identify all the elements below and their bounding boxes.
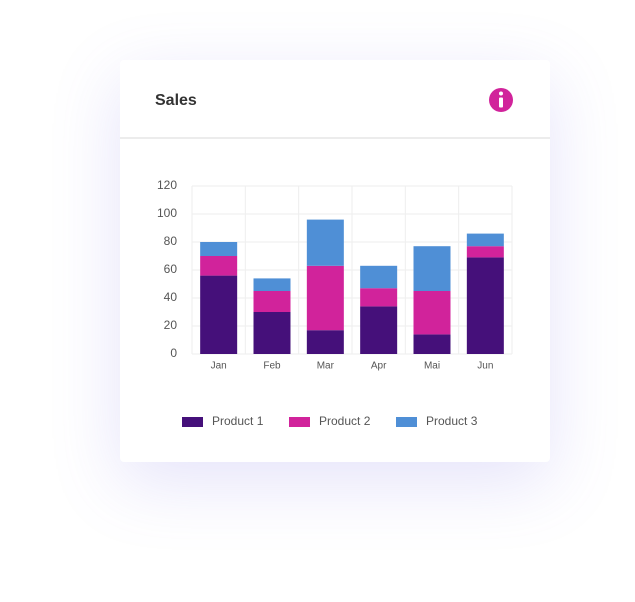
bar-segment — [413, 246, 451, 291]
x-tick-label: Mai — [424, 361, 440, 372]
bar-segment — [466, 233, 504, 247]
legend-swatch — [396, 417, 417, 427]
legend-label: Product 2 — [319, 414, 371, 428]
bar-segment — [200, 242, 238, 256]
info-bar[interactable] — [499, 97, 503, 108]
y-tick-label: 120 — [157, 178, 177, 192]
y-tick-label: 40 — [164, 290, 178, 304]
chart-title: Sales — [155, 92, 197, 109]
bar-segment — [253, 312, 291, 354]
y-tick-label: 80 — [164, 234, 178, 248]
bar-segment — [306, 265, 344, 331]
bar-segment — [360, 265, 398, 289]
bar-segment — [200, 275, 238, 354]
x-tick-label: Apr — [371, 361, 387, 372]
y-tick-label: 0 — [170, 346, 177, 360]
y-tick-label: 20 — [164, 318, 178, 332]
bar-segment — [306, 219, 344, 266]
legend-swatch — [182, 417, 203, 427]
y-tick-label: 100 — [157, 206, 177, 220]
x-tick-label: Feb — [263, 361, 281, 372]
x-tick-label: Jun — [477, 361, 493, 372]
bar-segment — [413, 291, 451, 335]
legend-label: Product 3 — [426, 414, 478, 428]
bar-segment — [413, 334, 451, 354]
bar-segment — [466, 257, 504, 354]
bar-segment — [253, 291, 291, 312]
y-tick-label: 60 — [164, 262, 178, 276]
info-icon[interactable] — [489, 88, 513, 112]
bar-segment — [306, 330, 344, 354]
legend-label: Product 1 — [212, 414, 264, 428]
bar-segment — [360, 306, 398, 354]
bar-segment — [360, 288, 398, 307]
legend-swatch — [289, 417, 310, 427]
bar-segment — [466, 246, 504, 258]
x-tick-label: Jan — [211, 361, 227, 372]
bar-segment — [253, 278, 291, 291]
bar-segment — [200, 256, 238, 276]
info-dot[interactable] — [499, 91, 503, 96]
x-tick-label: Mar — [317, 361, 335, 372]
